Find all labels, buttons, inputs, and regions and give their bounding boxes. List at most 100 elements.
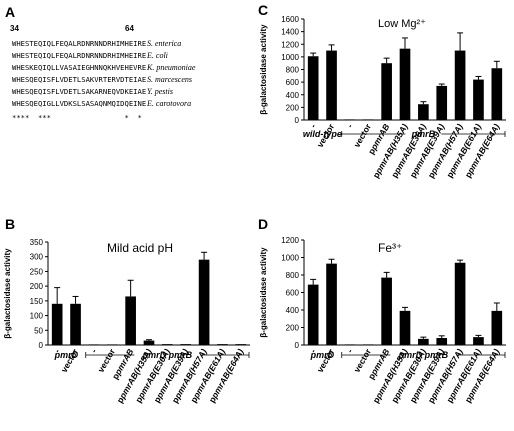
bar — [399, 48, 411, 121]
bar — [473, 79, 484, 120]
bar — [454, 50, 466, 120]
y-axis-label: β-galactosidase activity — [259, 247, 268, 338]
y-tick-label: 350 — [30, 238, 44, 247]
bar — [436, 338, 448, 345]
y-tick-label: 1200 — [281, 236, 299, 245]
group-label-pmrd: pmrD — [54, 350, 79, 360]
group-label-pmrd-pmrb: pmrD pmrB — [142, 350, 193, 360]
category-label: - — [345, 122, 355, 130]
plasmid-prefix: p — [115, 395, 126, 405]
y-tick-label: 1000 — [281, 254, 299, 263]
bar — [344, 344, 356, 345]
alignment-species: S. marcescens — [147, 75, 193, 84]
alignment-row: WHESQEQISFLVDETLSAKARNEQVDKEIAE Y. pesti… — [12, 86, 242, 97]
y-tick-label: 800 — [286, 271, 300, 280]
plasmid-prefix: p — [366, 372, 377, 382]
plasmid-prefix: p — [408, 170, 419, 180]
bar — [436, 85, 448, 120]
bar — [70, 303, 81, 345]
plasmid-prefix: p — [426, 395, 437, 405]
bar — [198, 259, 210, 345]
panel-letter-a: A — [5, 4, 16, 20]
y-tick-label: 300 — [30, 253, 44, 262]
bar — [491, 310, 503, 345]
plasmid-prefix: p — [463, 395, 474, 405]
bar — [362, 344, 374, 345]
bar-chart-mild-acid: β-galactosidase activity 0 50 100 150 200 250 3… — [3, 238, 250, 405]
bar — [217, 344, 228, 345]
alignment-sequence: WHESKEQIQLLVASAIEGHNNQKHVEHEVRE — [12, 63, 147, 72]
category-label: - — [89, 347, 99, 355]
alignment-sequence: WHESTEQIQLFEQALRDNRNNDRHIMHEIRE — [12, 39, 147, 48]
bar-chart-low-mg: β-galactosidase activity 0 200 400 600 800 100… — [259, 15, 506, 180]
y-tick-label: 400 — [286, 91, 300, 100]
bar — [235, 344, 247, 345]
y-tick-label: 1200 — [281, 40, 299, 49]
plasmid-prefix: p — [170, 395, 181, 405]
y-tick-label: 0 — [295, 116, 300, 125]
y-tick-label: 600 — [286, 78, 300, 87]
chart-title: Low Mg²⁺ — [378, 18, 426, 30]
bar — [180, 344, 192, 345]
plasmid-prefix: p — [133, 395, 144, 405]
bar — [106, 344, 118, 345]
y-axis-label: β-galactosidase activity — [259, 24, 268, 115]
bar — [454, 262, 466, 345]
bar-chart-fe3: β-galactosidase activity 0 200 400 600 800 100… — [259, 236, 506, 405]
alignment-sequence: WHESQEQISFLVDETLSAKVRTERVDTEIAE — [12, 75, 147, 84]
sequence-alignment: 34 64 WHESTEQIQLFEQALRDNRNNDRHIMHEIRE S.… — [8, 10, 238, 160]
plasmid-prefix: p — [408, 395, 419, 405]
y-tick-label: 200 — [30, 282, 44, 291]
bar — [491, 68, 503, 120]
alignment-species: E. carotovora — [147, 99, 192, 108]
y-tick-label: 1400 — [281, 28, 299, 37]
bar — [418, 338, 429, 345]
alignment-sequence: WHESQEQIGLLVDKSLSASAQNMQIDQEINE — [12, 99, 147, 108]
alignment-row: WHESTEQIQLFEQALRDNRNNDRHIMHEIRE S. enter… — [12, 38, 242, 49]
y-tick-label: 400 — [286, 306, 300, 315]
bar — [418, 104, 429, 120]
alignment-conservation-marks: **** *** * * — [12, 113, 142, 122]
bar — [344, 119, 356, 120]
alignment-row: WHESTEQIQLFEQALRDNRNNDRHIMHEIRE E. coli — [12, 50, 242, 61]
category-label: - — [52, 347, 62, 355]
bar — [473, 337, 484, 345]
alignment-row: WHESQEQISFLVDETLSAKVRTERVDTEIAE S. marce… — [12, 74, 242, 85]
bar — [362, 119, 374, 120]
chart-title: Fe³⁺ — [378, 241, 402, 255]
y-tick-label: 250 — [30, 267, 44, 276]
alignment-row: WHESKEQIQLLVASAIEGHNNQKHVEHEVRE K. pneum… — [12, 62, 242, 73]
y-tick-label: 0 — [295, 341, 300, 350]
plasmid-prefix: p — [366, 147, 377, 157]
alignment-species: S. enterica — [147, 39, 182, 48]
bar — [326, 50, 337, 120]
plasmid-prefix: p — [188, 395, 199, 405]
category-label: - — [345, 347, 355, 355]
bar — [381, 63, 392, 120]
alignment-start-position: 34 — [10, 24, 19, 33]
group-label-pmrd-pmrb: pmrD pmrB — [398, 350, 449, 360]
group-label-pmrb: pmrB — [411, 129, 436, 139]
bar — [399, 310, 411, 345]
y-tick-label: 150 — [30, 297, 44, 306]
plasmid-prefix: p — [444, 170, 455, 180]
panel-letter-c: C — [258, 2, 269, 18]
bar — [381, 277, 392, 345]
group-label-wild-type: wild-type — [303, 129, 342, 139]
plasmid-prefix: p — [207, 395, 218, 405]
alignment-species: Y. pestis — [147, 87, 173, 96]
y-tick-label: 1000 — [281, 53, 299, 62]
plasmid-prefix: p — [426, 170, 437, 180]
bar — [307, 56, 319, 120]
y-tick-label: 200 — [286, 324, 300, 333]
bar — [143, 340, 155, 345]
alignment-end-position: 64 — [125, 24, 134, 33]
category-label: - — [308, 347, 318, 355]
group-label-pmrd: pmrD — [310, 350, 335, 360]
plasmid-prefix: p — [463, 170, 474, 180]
plasmid-prefix: p — [444, 395, 455, 405]
y-tick-label: 100 — [30, 312, 44, 321]
y-tick-label: 200 — [286, 103, 300, 112]
plasmid-prefix: p — [152, 395, 163, 405]
category-label: - — [308, 122, 318, 130]
